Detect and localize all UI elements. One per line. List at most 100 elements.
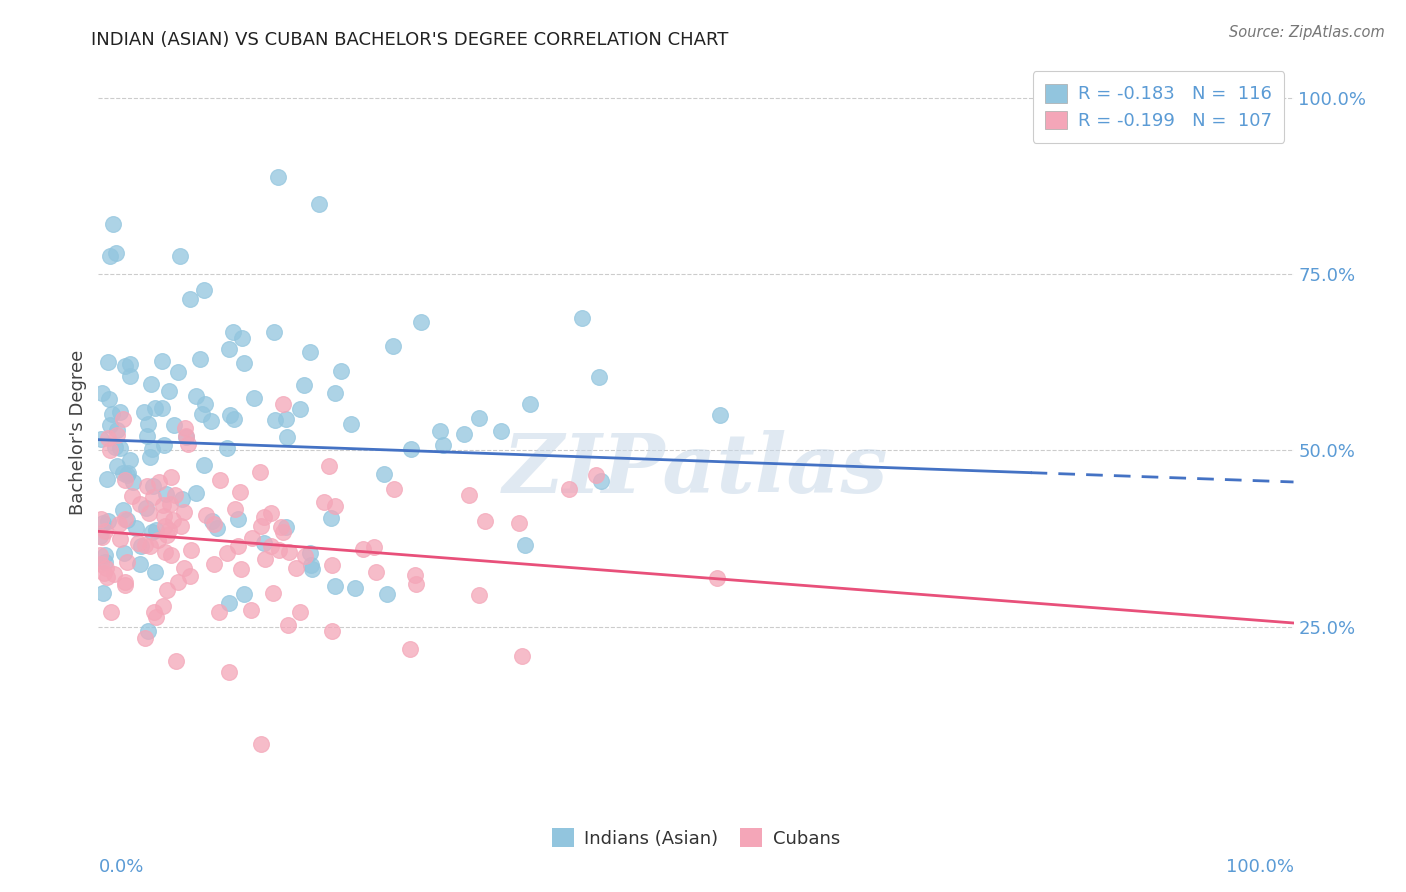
Point: [90, 530, 112, 544]
Point: [139, 376, 162, 391]
Point: [127, 536, 149, 550]
Point: [94, 561, 117, 575]
Point: [250, 737, 273, 751]
Point: [148, 475, 170, 490]
Point: [153, 544, 176, 558]
Point: [145, 610, 167, 624]
Text: INDIAN (ASIAN) VS CUBAN BACHELOR'S DEGREE CORRELATION CHART: INDIAN (ASIAN) VS CUBAN BACHELOR'S DEGRE…: [91, 31, 728, 49]
Point: [136, 428, 159, 442]
Point: [135, 501, 157, 516]
Point: [184, 388, 207, 402]
Point: [179, 293, 201, 307]
Point: [519, 397, 541, 411]
Point: [177, 437, 200, 451]
Point: [93, 586, 115, 600]
Point: [93, 566, 115, 580]
Point: [157, 523, 180, 537]
Point: [100, 605, 122, 619]
Point: [98, 249, 121, 263]
Point: [274, 520, 297, 534]
Point: [323, 499, 346, 513]
Point: [143, 565, 166, 579]
Point: [270, 519, 292, 533]
Point: [382, 482, 405, 496]
Point: [114, 473, 136, 487]
Point: [589, 474, 612, 488]
Point: [208, 606, 231, 620]
Point: [260, 506, 283, 520]
Point: [219, 408, 242, 422]
Point: [108, 404, 131, 418]
Point: [321, 624, 343, 638]
Point: [167, 365, 190, 379]
Point: [105, 246, 128, 260]
Point: [152, 599, 174, 613]
Point: [120, 369, 142, 384]
Point: [243, 392, 266, 406]
Point: [114, 512, 136, 526]
Point: [90, 557, 112, 571]
Point: [319, 511, 342, 525]
Point: [115, 467, 138, 482]
Point: [284, 561, 307, 575]
Point: [136, 417, 159, 432]
Point: [114, 574, 136, 589]
Point: [557, 482, 579, 496]
Point: [364, 565, 387, 579]
Point: [163, 488, 186, 502]
Point: [128, 557, 150, 571]
Point: [231, 331, 253, 345]
Point: [153, 509, 176, 524]
Point: [153, 519, 176, 533]
Point: [253, 509, 276, 524]
Point: [260, 539, 283, 553]
Point: [571, 311, 593, 326]
Point: [94, 549, 117, 563]
Point: [432, 438, 454, 452]
Point: [186, 486, 208, 500]
Point: [132, 405, 155, 419]
Text: 100.0%: 100.0%: [1226, 858, 1294, 876]
Point: [229, 484, 252, 499]
Point: [176, 429, 198, 443]
Point: [299, 558, 322, 572]
Point: [173, 421, 195, 435]
Point: [288, 605, 311, 619]
Point: [125, 521, 148, 535]
Point: [101, 217, 124, 231]
Point: [266, 170, 288, 185]
Point: [193, 458, 215, 473]
Point: [193, 284, 215, 298]
Point: [111, 466, 134, 480]
Point: [375, 587, 398, 601]
Point: [173, 561, 195, 575]
Point: [90, 432, 112, 446]
Point: [353, 541, 375, 556]
Point: [114, 578, 136, 592]
Point: [169, 249, 191, 263]
Point: [411, 315, 433, 329]
Point: [457, 488, 479, 502]
Point: [100, 408, 122, 422]
Point: [194, 396, 217, 410]
Point: [201, 514, 224, 528]
Point: [153, 437, 176, 451]
Point: [264, 413, 287, 427]
Point: [118, 357, 141, 371]
Point: [709, 408, 731, 422]
Point: [221, 325, 243, 339]
Point: [240, 531, 263, 545]
Point: [474, 514, 496, 528]
Point: [136, 624, 159, 638]
Point: [405, 577, 427, 591]
Point: [276, 430, 298, 444]
Point: [215, 545, 238, 559]
Point: [141, 478, 163, 492]
Point: [108, 517, 131, 532]
Point: [105, 427, 128, 442]
Point: [343, 582, 366, 596]
Point: [191, 407, 214, 421]
Point: [308, 197, 330, 211]
Point: [129, 497, 152, 511]
Point: [170, 519, 193, 533]
